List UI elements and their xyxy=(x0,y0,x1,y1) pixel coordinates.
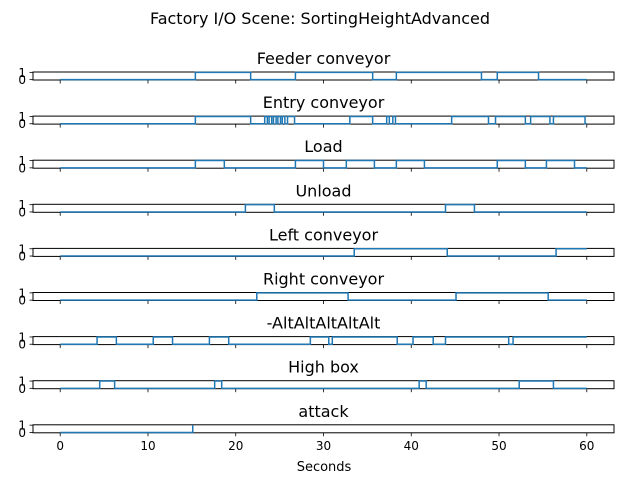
x-tick-label: 0 xyxy=(56,439,64,453)
series-line xyxy=(60,425,194,434)
y-tick-label: 1 xyxy=(18,242,26,256)
subplot: Load 01 xyxy=(18,137,615,175)
x-tick-label: 10 xyxy=(140,439,155,453)
y-tick-label: 1 xyxy=(18,198,26,212)
y-tick-label: 1 xyxy=(18,66,26,80)
y-tick-label: 0 xyxy=(18,382,26,396)
subplot-title: Feeder conveyor xyxy=(257,49,391,68)
y-tick-label: 1 xyxy=(18,110,26,124)
y-tick-label: 1 xyxy=(18,375,26,389)
subplot: Unload 01 xyxy=(18,181,615,219)
subplot: High box 01 xyxy=(18,358,615,396)
series-line xyxy=(60,71,587,81)
y-tick-label: 0 xyxy=(18,73,26,87)
figure-title: Factory I/O Scene: SortingHeightAdvanced xyxy=(150,9,490,28)
series-line xyxy=(60,380,587,390)
subplot: Feeder conveyor 01 xyxy=(18,49,615,87)
subplot: Entry conveyor 01 xyxy=(18,93,615,131)
y-tick-label: 0 xyxy=(18,338,26,352)
y-tick-label: 0 xyxy=(18,426,26,440)
x-tick-label: 20 xyxy=(228,439,243,453)
y-tick-label: 1 xyxy=(18,286,26,300)
x-tick-label: 60 xyxy=(579,439,594,453)
subplot-title: Unload xyxy=(295,181,351,200)
subplot-title: Load xyxy=(304,137,342,156)
y-tick-label: 1 xyxy=(18,154,26,168)
subplot: -AltAltAltAltAlt 01 xyxy=(18,314,615,352)
y-tick-label: 1 xyxy=(18,419,26,433)
subplot: Right conveyor 01 xyxy=(18,270,615,308)
series-line xyxy=(60,203,587,213)
y-tick-label: 0 xyxy=(18,205,26,219)
y-tick-label: 0 xyxy=(18,117,26,131)
series-line xyxy=(60,336,587,345)
series-line xyxy=(60,115,587,125)
subplot-title: Right conveyor xyxy=(263,270,385,289)
x-tick-label: 40 xyxy=(404,439,419,453)
subplot-title: Entry conveyor xyxy=(263,93,385,112)
series-line xyxy=(60,248,587,257)
x-axis-label: Seconds xyxy=(297,460,352,475)
subplot-title: -AltAltAltAltAlt xyxy=(267,314,381,333)
x-tick-label: 50 xyxy=(491,439,506,453)
y-tick-label: 0 xyxy=(18,294,26,308)
y-tick-label: 0 xyxy=(18,161,26,175)
subplot-title: High box xyxy=(288,358,359,377)
series-line xyxy=(60,292,587,301)
y-tick-label: 0 xyxy=(18,250,26,264)
y-tick-label: 1 xyxy=(18,330,26,344)
subplot: Left conveyor 01 xyxy=(18,225,615,264)
subplot-title: Left conveyor xyxy=(269,225,378,244)
subplot-title: attack xyxy=(298,402,349,421)
series-line xyxy=(60,159,587,169)
x-tick-label: 30 xyxy=(316,439,331,453)
